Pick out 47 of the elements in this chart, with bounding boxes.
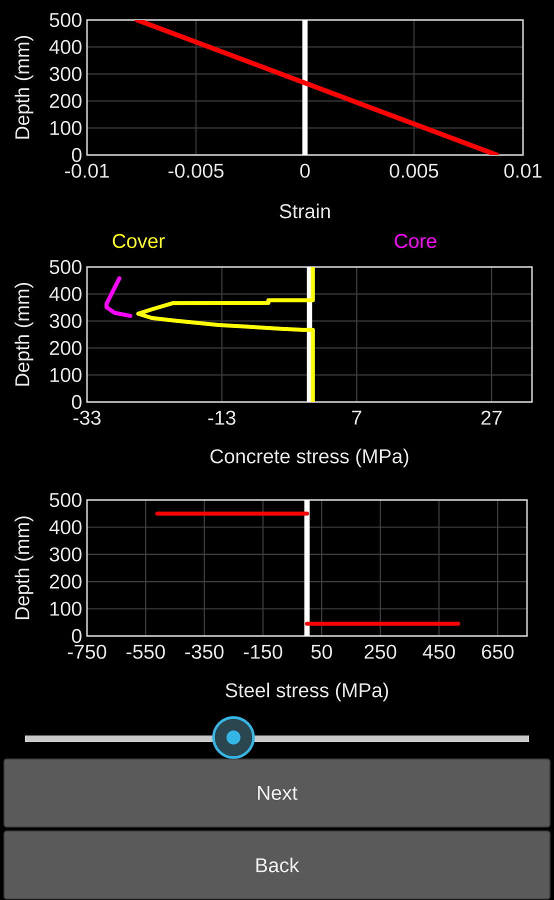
x-tick-label: -0.005 bbox=[168, 164, 224, 178]
y-tick-label: 200 bbox=[50, 94, 82, 108]
y-tick-label: 200 bbox=[50, 340, 82, 356]
y-tick-label: 400 bbox=[49, 40, 82, 54]
y-tick-label: 300 bbox=[50, 547, 82, 562]
x-tick-label: 650 bbox=[482, 644, 514, 659]
y-tick-label: 400 bbox=[49, 286, 82, 302]
y-tick-label: 500 bbox=[50, 260, 82, 274]
y-tick-label: 300 bbox=[50, 314, 82, 328]
x-axis-title: Steel stress (MPa) bbox=[226, 682, 388, 702]
x-tick-label: -350 bbox=[185, 644, 224, 659]
text: Cover bbox=[112, 234, 165, 248]
line-series bbox=[136, 266, 315, 402]
x-tick-label: 450 bbox=[422, 644, 455, 659]
x-tick-label: -150 bbox=[244, 644, 282, 659]
x-tick-label: -33 bbox=[73, 410, 101, 425]
y-tick-label: 100 bbox=[50, 120, 82, 136]
y-tick-label: 0 bbox=[72, 394, 82, 410]
y-tick-label: 500 bbox=[50, 12, 82, 28]
y-tick-label: 100 bbox=[50, 602, 82, 616]
y-tick-label: 100 bbox=[50, 368, 82, 382]
y-tick-label: 0 bbox=[72, 148, 82, 162]
x-axis-title: Strain bbox=[280, 204, 330, 218]
x-tick-label: 0 bbox=[300, 164, 310, 178]
x-tick-label: 250 bbox=[364, 644, 396, 659]
text: Back bbox=[256, 858, 300, 872]
x-tick-label: -550 bbox=[126, 644, 165, 659]
x-tick-label: 50 bbox=[311, 644, 332, 659]
y-axis-title: Depth (mm) bbox=[14, 36, 34, 139]
y-tick-label: 0 bbox=[72, 628, 82, 644]
y-axis-title: Depth (mm) bbox=[14, 282, 34, 386]
y-tick-label: 300 bbox=[50, 66, 82, 82]
x-tick-label: -750 bbox=[68, 644, 106, 659]
text: Core bbox=[394, 234, 436, 248]
x-axis-title: Concrete stress (MPa) bbox=[210, 448, 408, 468]
line-series bbox=[104, 276, 132, 318]
x-tick-label: 0.01 bbox=[504, 164, 542, 178]
y-tick-label: 400 bbox=[49, 520, 82, 534]
x-tick-label: 7 bbox=[352, 410, 362, 424]
x-tick-label: 0.005 bbox=[390, 164, 438, 178]
y-tick-label: 500 bbox=[50, 492, 82, 508]
x-tick-label: -0.01 bbox=[65, 164, 109, 178]
x-tick-label: 27 bbox=[481, 410, 502, 425]
y-tick-label: 200 bbox=[50, 574, 82, 589]
text: Next bbox=[258, 786, 298, 800]
y-axis-title: Depth (mm) bbox=[14, 516, 34, 620]
x-tick-label: -13 bbox=[208, 410, 236, 425]
